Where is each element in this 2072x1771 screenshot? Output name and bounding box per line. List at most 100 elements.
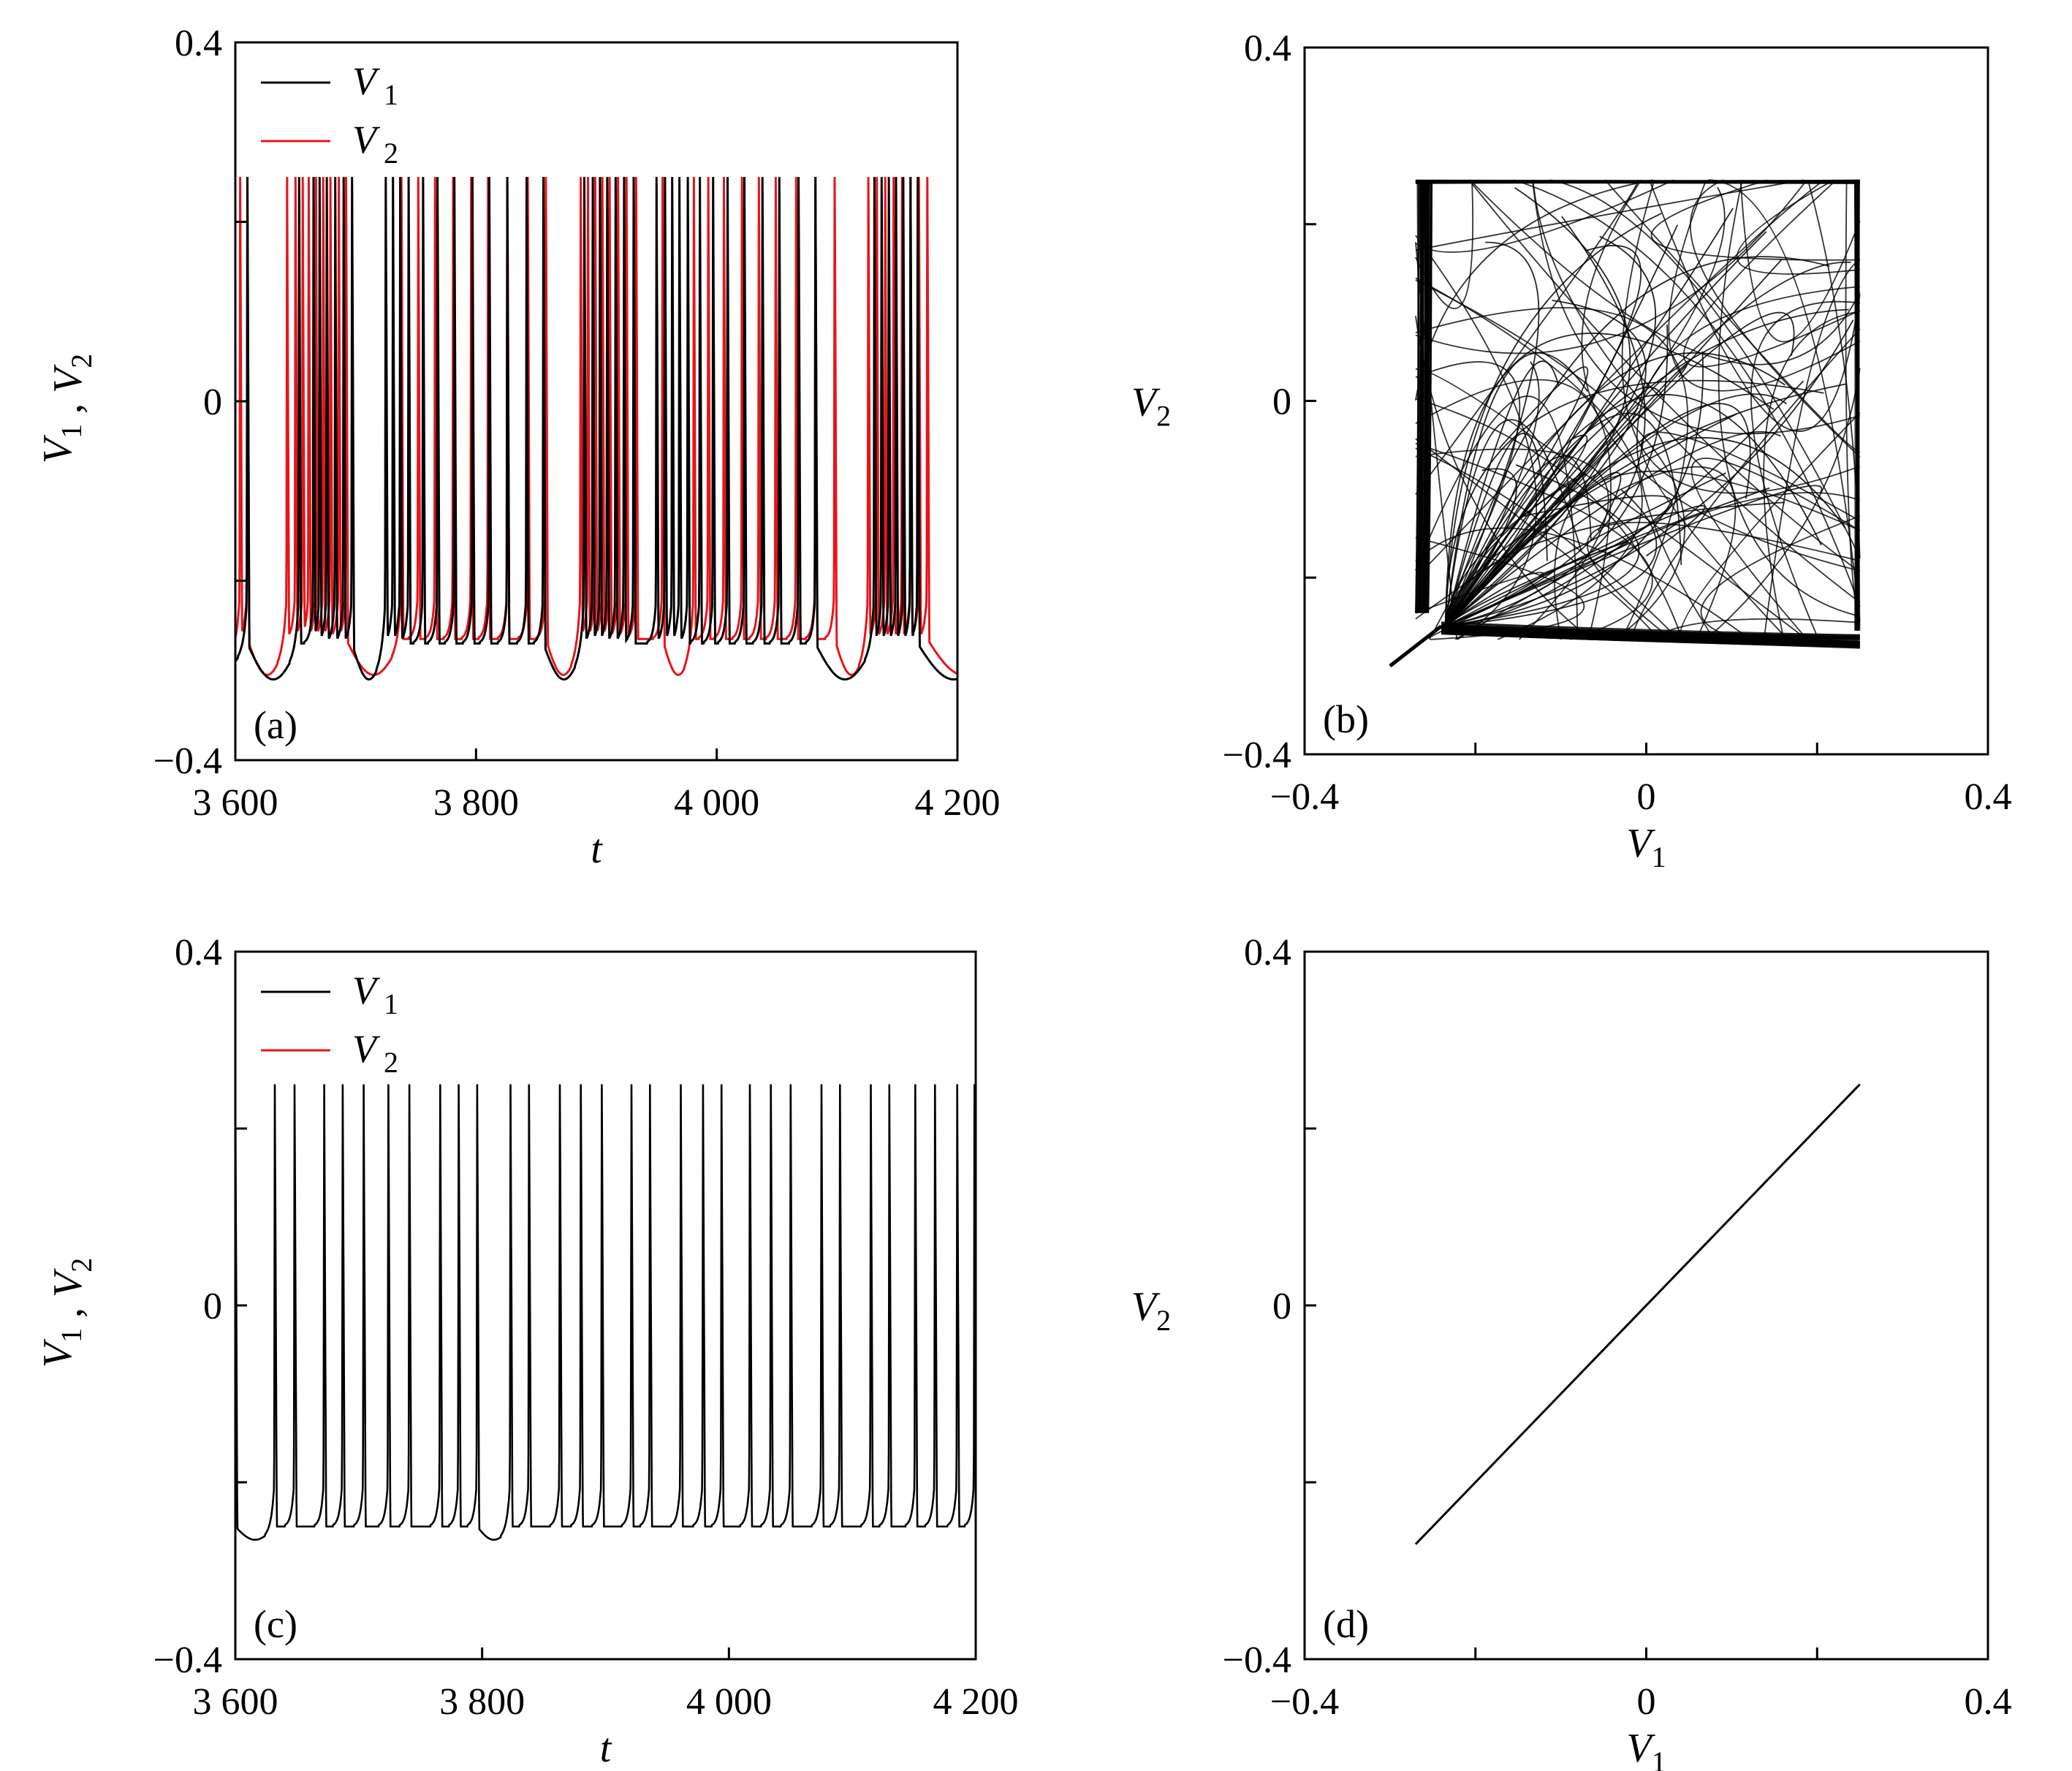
y-tick-label: 0 bbox=[1272, 1286, 1291, 1327]
trajectory bbox=[1549, 179, 1861, 558]
trajectory bbox=[1445, 231, 1767, 627]
panel-label: (d) bbox=[1323, 1602, 1369, 1646]
trajectory bbox=[1415, 307, 1689, 640]
y-tick-label: −0.4 bbox=[153, 740, 222, 782]
trajectory bbox=[1415, 536, 1585, 640]
trajectory bbox=[1415, 398, 1683, 640]
y-axis-title: V2 bbox=[1131, 380, 1171, 433]
trajectory bbox=[1444, 333, 1775, 626]
trajectory bbox=[1690, 179, 1861, 458]
panel-d: 0.4 0 −0.4−0.4 0 0.4 V1 V2 (d) bbox=[1131, 932, 2012, 1771]
x-tick-label: 0 bbox=[1637, 776, 1656, 818]
trajectory bbox=[1736, 179, 1860, 275]
y-tick-label: 0.4 bbox=[175, 23, 222, 64]
legend-label: V 1 bbox=[352, 59, 398, 111]
panel-a: 0.4 0 −0.43 600 3 800 4 000 4 200 t V1 , V2 (a) V… bbox=[35, 23, 1001, 872]
x-axis-title: t bbox=[600, 1726, 612, 1771]
y-tick-label: 0 bbox=[203, 382, 222, 423]
trajectory bbox=[1415, 179, 1654, 401]
trajectory bbox=[1718, 180, 1860, 618]
trajectory bbox=[1441, 632, 1860, 648]
diagonal-line bbox=[1414, 1083, 1861, 1545]
x-axis-title: V1 bbox=[1626, 1726, 1666, 1771]
trajectory bbox=[1763, 258, 1861, 640]
trajectory bbox=[1636, 286, 1860, 640]
series-line-V1 bbox=[235, 1084, 976, 1541]
trajectory bbox=[1415, 361, 1521, 640]
trajectory bbox=[1445, 311, 1795, 627]
x-tick-label: 3 600 bbox=[193, 782, 278, 824]
trajectory bbox=[1415, 180, 1419, 613]
trajectory bbox=[1621, 180, 1861, 494]
trajectory bbox=[1415, 438, 1659, 640]
trajectory bbox=[1649, 179, 1861, 432]
trajectory bbox=[1445, 361, 1540, 627]
trajectory bbox=[1441, 628, 1860, 642]
y-axis-title: V2 bbox=[1131, 1284, 1171, 1337]
x-tick-label: 0.4 bbox=[1965, 776, 2012, 818]
trajectory bbox=[1640, 431, 1861, 640]
trajectory bbox=[1679, 412, 1861, 640]
trajectory bbox=[1739, 180, 1861, 343]
trajectory bbox=[1415, 179, 1674, 253]
trajectory bbox=[1415, 466, 1737, 640]
x-tick-label: 4 000 bbox=[686, 1681, 772, 1723]
x-tick-label: −0.4 bbox=[1270, 776, 1339, 818]
x-tick-label: 4 200 bbox=[915, 782, 1001, 824]
trajectory bbox=[1690, 458, 1861, 640]
trajectory bbox=[1750, 300, 1860, 640]
legend-label: V 2 bbox=[352, 1027, 398, 1079]
trajectory bbox=[1468, 179, 1861, 573]
trajectory bbox=[1845, 180, 1861, 626]
y-tick-label: −0.4 bbox=[153, 1639, 222, 1681]
trajectory bbox=[1415, 179, 1639, 496]
trajectory bbox=[1581, 179, 1860, 572]
trajectory bbox=[1415, 395, 1579, 640]
panel-b: 0.4 0 −0.4−0.4 0 0.4 V1 V2 (b) bbox=[1131, 28, 2012, 873]
panel-label: (c) bbox=[254, 1602, 297, 1646]
trajectory bbox=[1700, 515, 1861, 640]
trajectory bbox=[1444, 256, 1830, 626]
trajectory bbox=[1444, 360, 1560, 626]
trajectory bbox=[1652, 618, 1860, 640]
trajectory bbox=[1441, 629, 1860, 640]
trajectory bbox=[1444, 473, 1583, 626]
panel-c: 0.4 0 −0.43 600 3 800 4 000 4 200 t V1 , V2 (c) V… bbox=[35, 932, 1019, 1771]
trajectory bbox=[1415, 442, 1653, 640]
trajectory bbox=[1444, 213, 1662, 626]
trajectory bbox=[1415, 448, 1609, 640]
trajectory bbox=[1708, 179, 1861, 622]
trajectory bbox=[1415, 179, 1807, 354]
trajectory-tail bbox=[1389, 624, 1443, 668]
y-tick-label: 0.4 bbox=[1244, 28, 1291, 69]
trajectory bbox=[1441, 625, 1860, 640]
x-axis-title: V1 bbox=[1626, 821, 1666, 873]
trajectory bbox=[1445, 383, 1846, 627]
series-line-V1 bbox=[235, 177, 957, 680]
trajectory bbox=[1416, 180, 1423, 613]
trajectory bbox=[1682, 179, 1861, 368]
trajectory bbox=[1415, 368, 1807, 640]
trajectory bbox=[1445, 351, 1704, 627]
trajectory bbox=[1445, 472, 1726, 627]
x-tick-label: −0.4 bbox=[1270, 1681, 1339, 1723]
x-tick-label: 4 200 bbox=[933, 1681, 1019, 1723]
y-tick-label: −0.4 bbox=[1223, 1639, 1291, 1681]
trajectory bbox=[1425, 180, 1430, 613]
y-tick-label: 0 bbox=[1272, 382, 1291, 423]
trajectory bbox=[1445, 485, 1823, 627]
x-tick-label: 3 800 bbox=[439, 1681, 525, 1723]
trajectory bbox=[1457, 492, 1860, 640]
trajectory bbox=[1415, 277, 1643, 640]
trajectory bbox=[1444, 393, 1822, 627]
trajectory bbox=[1445, 261, 1851, 627]
trajectory bbox=[1415, 179, 1825, 579]
trajectory bbox=[1554, 470, 1861, 640]
y-axis-title: V1 , V2 bbox=[35, 1258, 98, 1368]
x-tick-label: 0.4 bbox=[1965, 1681, 2012, 1723]
trajectory bbox=[1415, 242, 1458, 640]
trajectory bbox=[1604, 179, 1861, 453]
y-tick-label: 0.4 bbox=[175, 932, 222, 974]
legend-label: V 1 bbox=[352, 968, 398, 1020]
